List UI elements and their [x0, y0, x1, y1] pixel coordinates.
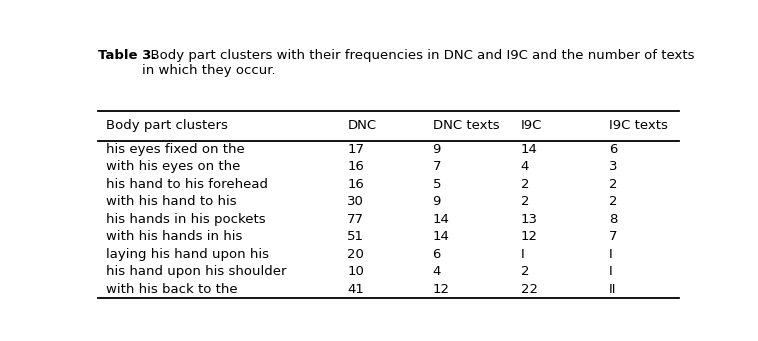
- Text: with his hand to his: with his hand to his: [106, 195, 237, 208]
- Text: I: I: [609, 248, 612, 261]
- Text: with his hands in his: with his hands in his: [106, 231, 243, 243]
- Text: DNC texts: DNC texts: [433, 119, 500, 132]
- Text: 51: 51: [347, 231, 365, 243]
- Text: his hands in his pockets: his hands in his pockets: [106, 213, 266, 226]
- Text: 16: 16: [347, 178, 365, 191]
- Text: I9C: I9C: [521, 119, 542, 132]
- Text: 12: 12: [521, 231, 537, 243]
- Text: 41: 41: [347, 283, 365, 296]
- Text: 12: 12: [433, 283, 449, 296]
- Text: 14: 14: [433, 213, 449, 226]
- Text: 8: 8: [609, 213, 617, 226]
- Text: I: I: [609, 266, 612, 279]
- Text: 2: 2: [609, 195, 617, 208]
- Text: 6: 6: [609, 143, 617, 156]
- Text: 4: 4: [521, 161, 529, 174]
- Text: his eyes fixed on the: his eyes fixed on the: [106, 143, 246, 156]
- Text: 9: 9: [433, 195, 441, 208]
- Text: 22: 22: [521, 283, 537, 296]
- Text: DNC: DNC: [347, 119, 377, 132]
- Text: 2: 2: [521, 178, 529, 191]
- Text: 10: 10: [347, 266, 365, 279]
- Text: II: II: [609, 283, 616, 296]
- Text: Body part clusters: Body part clusters: [106, 119, 228, 132]
- Text: 13: 13: [521, 213, 537, 226]
- Text: 9: 9: [433, 143, 441, 156]
- Text: 5: 5: [433, 178, 441, 191]
- Text: I: I: [521, 248, 525, 261]
- Text: 14: 14: [433, 231, 449, 243]
- Text: Table 3.: Table 3.: [98, 49, 156, 62]
- Text: 30: 30: [347, 195, 365, 208]
- Text: 20: 20: [347, 248, 365, 261]
- Text: 3: 3: [609, 161, 617, 174]
- Text: with his eyes on the: with his eyes on the: [106, 161, 241, 174]
- Text: 17: 17: [347, 143, 365, 156]
- Text: with his back to the: with his back to the: [106, 283, 238, 296]
- Text: his hand upon his shoulder: his hand upon his shoulder: [106, 266, 287, 279]
- Text: 2: 2: [521, 195, 529, 208]
- Text: 16: 16: [347, 161, 365, 174]
- Text: 2: 2: [609, 178, 617, 191]
- Text: 6: 6: [433, 248, 441, 261]
- Text: I9C texts: I9C texts: [609, 119, 668, 132]
- Text: Body part clusters with their frequencies in DNC and I9C and the number of texts: Body part clusters with their frequencie…: [143, 49, 695, 77]
- Text: 2: 2: [521, 266, 529, 279]
- Text: 4: 4: [433, 266, 441, 279]
- Text: 14: 14: [521, 143, 537, 156]
- Text: his hand to his forehead: his hand to his forehead: [106, 178, 268, 191]
- Text: laying his hand upon his: laying his hand upon his: [106, 248, 270, 261]
- Text: 7: 7: [433, 161, 441, 174]
- Text: 77: 77: [347, 213, 365, 226]
- Text: 7: 7: [609, 231, 617, 243]
